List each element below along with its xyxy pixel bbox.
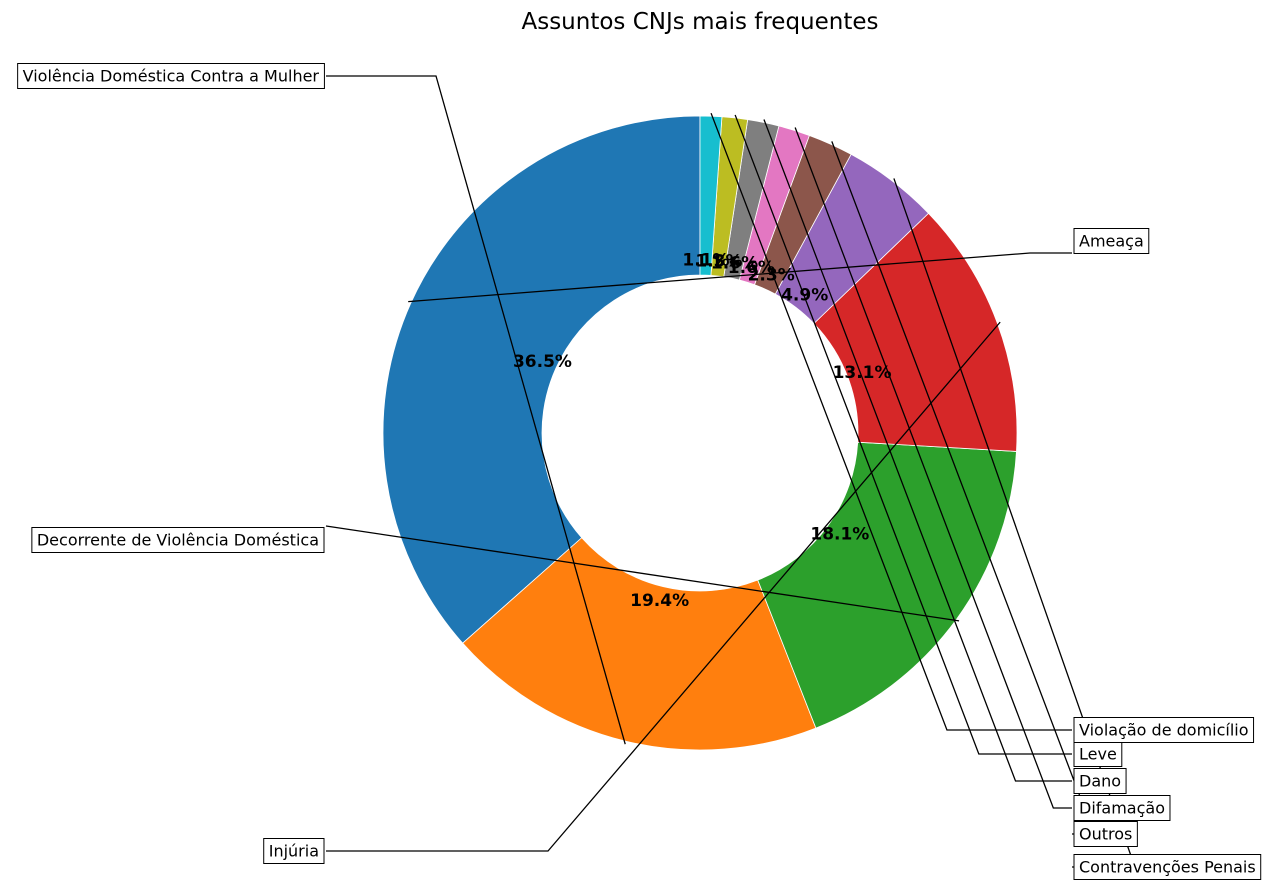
- slice-label-injuria: Injúria: [263, 838, 325, 864]
- label-text: Contravenções Penais: [1079, 858, 1256, 877]
- chart-title: Assuntos CNJs mais frequentes: [521, 9, 878, 35]
- slice-decorrente-de-violencia-domestica: [757, 441, 1017, 729]
- label-text: Violência Doméstica Contra a Mulher: [23, 67, 320, 86]
- leader-line-dano: [763, 119, 1072, 782]
- slice-label-difamacao: Difamação: [1073, 795, 1171, 821]
- label-box: [17, 63, 325, 89]
- label-box: [1073, 768, 1127, 794]
- label-text: Ameaça: [1079, 232, 1144, 251]
- slice-label-violencia-domestica-contra-a-mulher: Violência Doméstica Contra a Mulher: [17, 63, 325, 89]
- label-text: Violação de domicílio: [1079, 721, 1249, 740]
- label-text: Injúria: [269, 842, 319, 861]
- slice-label-outros: Outros: [1073, 821, 1138, 847]
- percent-label-injuria: 13.1%: [833, 363, 892, 383]
- percent-label-contravencoes-penais: 4.9%: [781, 286, 828, 306]
- label-box: [1073, 228, 1150, 254]
- percent-label-ameaca: 36.5%: [513, 352, 572, 372]
- leader-line-ameaca: [408, 252, 1072, 303]
- label-box: [31, 527, 325, 553]
- percent-label-leve: 1.3%: [695, 251, 742, 271]
- slice-violacao-de-domicilio: [699, 115, 723, 276]
- slice-label-decorrente-de-violencia-domestica: Decorrente de Violência Doméstica: [31, 527, 325, 553]
- slice-ameaca: [382, 115, 701, 644]
- slice-labels-group: Ameaça Violência Doméstica Contra a Mulhe…: [17, 63, 1262, 880]
- leader-line-decorrente-de-violencia-domestica: [325, 525, 960, 622]
- label-text: Difamação: [1079, 799, 1165, 818]
- label-text: Decorrente de Violência Doméstica: [37, 531, 319, 550]
- slices-group: [382, 115, 1018, 751]
- percent-label-outros: 2.3%: [748, 266, 795, 286]
- label-box: [1073, 854, 1262, 880]
- percent-label-difamacao: 1.6%: [728, 258, 775, 278]
- slice-label-violacao-de-domicilio: Violação de domicílio: [1073, 717, 1255, 743]
- percent-labels-group: 36.5% 19.4% 18.1% 13.1% 4.9%2.3%1.6%1.6%1.3%…: [513, 250, 892, 611]
- label-box: [1073, 795, 1171, 821]
- leader-line-leve: [734, 114, 1072, 755]
- percent-label-decorrente-de-violencia-domestica: 18.1%: [810, 524, 869, 544]
- label-box: [1073, 717, 1255, 743]
- percent-label-dano: 1.6%: [711, 254, 758, 274]
- label-text: Dano: [1079, 772, 1121, 791]
- label-box: [1073, 821, 1138, 847]
- label-box: [263, 838, 325, 864]
- percent-label-violacao-de-domicilio: 1.1%: [682, 250, 729, 270]
- leader-line-injuria: [326, 321, 1001, 852]
- slice-injuria: [813, 212, 1018, 452]
- percent-label-violencia-domestica-contra-a-mulher: 19.4%: [630, 591, 689, 611]
- slice-label-leve: Leve: [1073, 741, 1123, 767]
- leader-line-violencia-domestica-contra-a-mulher: [326, 75, 626, 745]
- slice-label-ameaca: Ameaça: [1073, 228, 1150, 254]
- slice-label-dano: Dano: [1073, 768, 1127, 794]
- leader-line-violacao-de-domicilio: [710, 112, 1072, 731]
- slice-label-contravencoes-penais: Contravenções Penais: [1073, 854, 1262, 880]
- label-text: Leve: [1079, 745, 1117, 764]
- label-text: Outros: [1079, 825, 1132, 844]
- slice-violencia-domestica-contra-a-mulher: [462, 537, 817, 751]
- leader-line-difamacao: [794, 127, 1072, 809]
